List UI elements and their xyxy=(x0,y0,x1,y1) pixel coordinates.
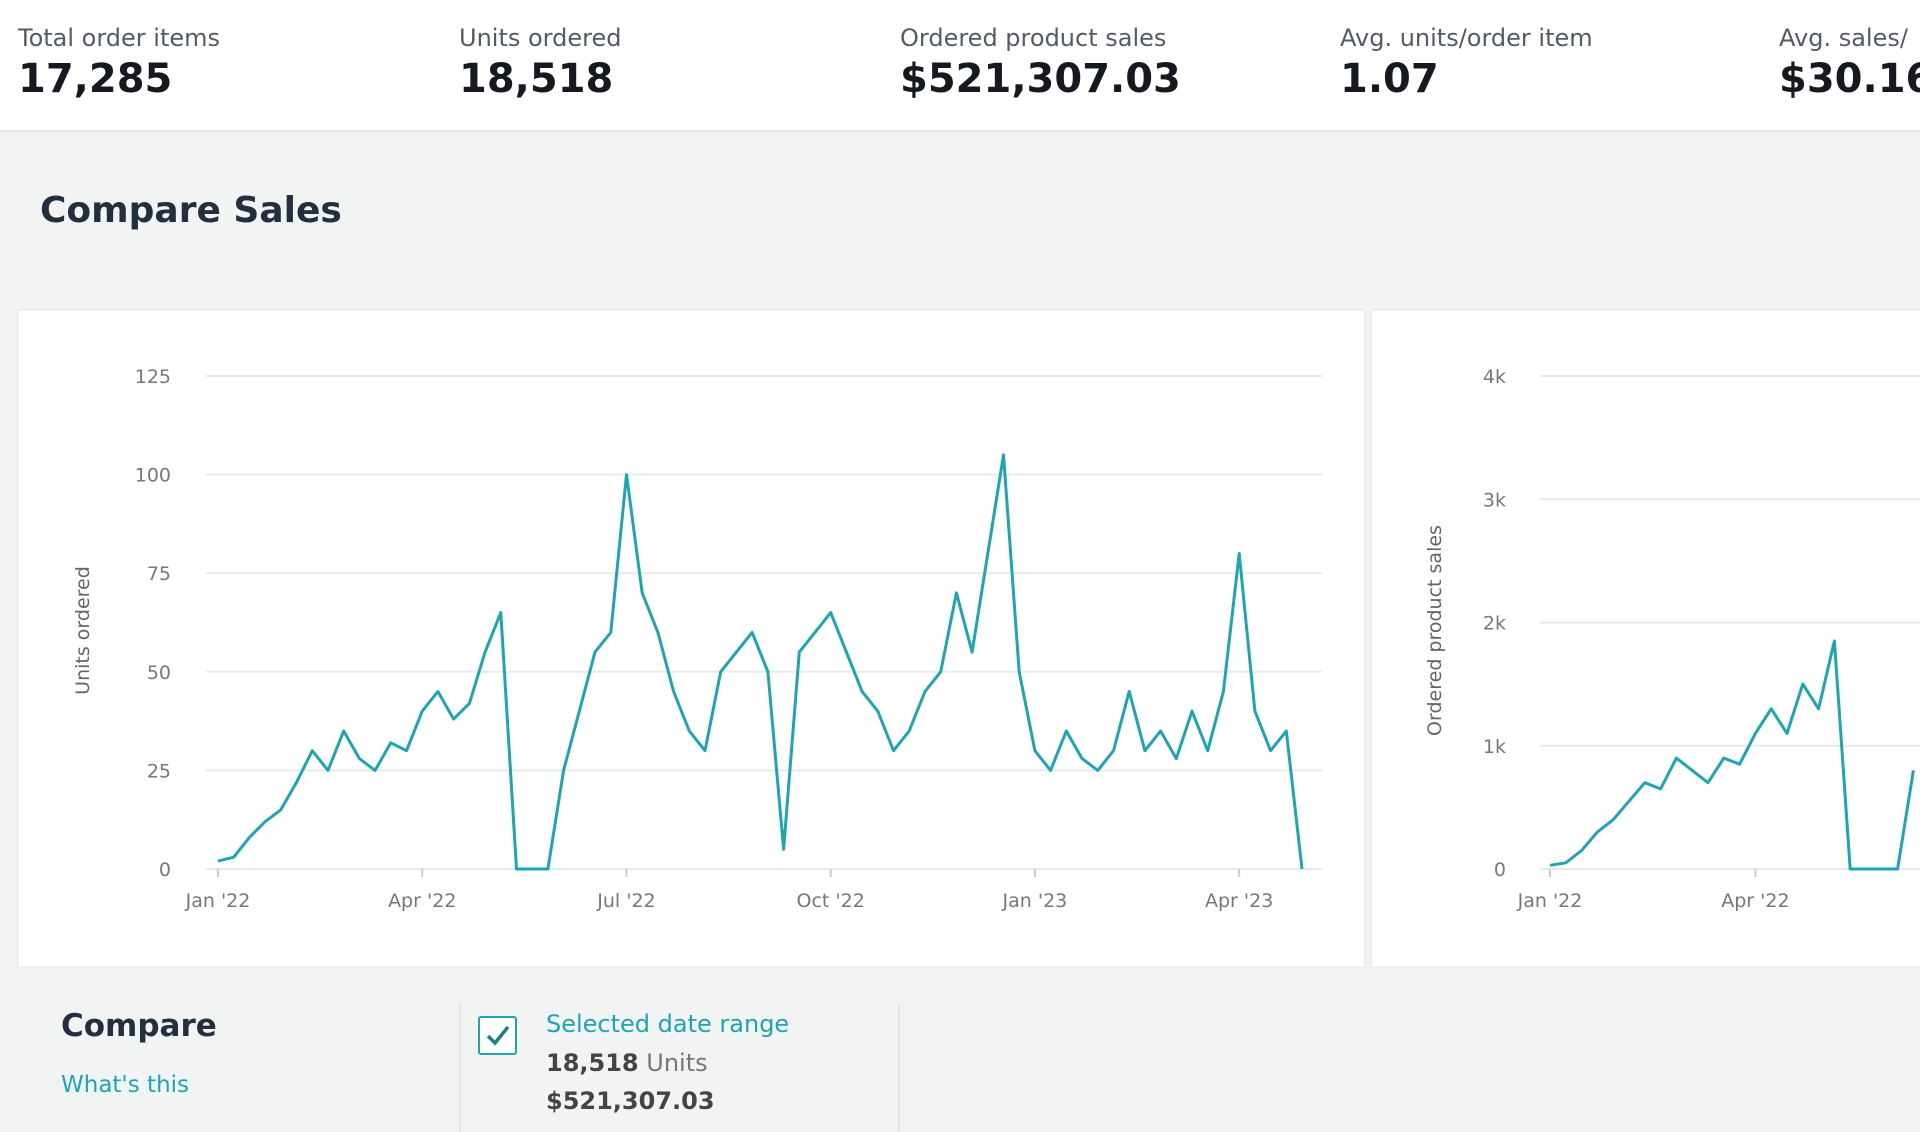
line-series xyxy=(217,453,1304,871)
units-line: 18,518 Units xyxy=(546,1049,708,1077)
metric-value: 17,285 xyxy=(18,56,173,102)
x-tick-label: Jan '22 xyxy=(1517,890,1583,912)
check-icon xyxy=(486,1025,510,1046)
help-link[interactable]: What's this xyxy=(61,1072,190,1098)
metric-value: $30.16 xyxy=(1779,56,1920,102)
divider xyxy=(459,1004,461,1132)
x-tick-label: Jan '22 xyxy=(185,890,251,912)
y-tick-label: 25 xyxy=(147,760,171,782)
units-label: Units xyxy=(646,1049,708,1077)
divider xyxy=(898,1004,900,1132)
checkbox[interactable] xyxy=(478,1016,517,1055)
chart-panel xyxy=(1370,309,1920,968)
option-label: Selected date range xyxy=(546,1010,790,1038)
x-tick-label: Apr '23 xyxy=(1205,890,1273,912)
metric-value: $521,307.03 xyxy=(900,56,1181,102)
x-tick-label: Apr '22 xyxy=(1721,890,1789,912)
metric-label: Units ordered xyxy=(459,24,622,52)
sales-value: $521,307.03 xyxy=(546,1087,715,1115)
y-axis-title: Ordered product sales xyxy=(1424,525,1446,736)
y-tick-label: 3k xyxy=(1483,489,1506,511)
chart-panel xyxy=(17,309,1366,968)
y-axis-title: Units ordered xyxy=(72,566,94,695)
charts: 0 25 50 75 100 125 Units ordered Jan '22 Apr '22… xyxy=(17,309,1920,968)
y-tick-label: 4k xyxy=(1483,366,1506,388)
y-tick-label: 125 xyxy=(135,366,171,388)
metric-label: Avg. sales/ xyxy=(1779,24,1908,52)
y-tick-label: 50 xyxy=(147,662,171,684)
metric-value: 1.07 xyxy=(1340,56,1439,102)
metric-label: Total order items xyxy=(18,24,221,52)
y-tick-label: 2k xyxy=(1483,613,1506,635)
x-tick-label: Oct '22 xyxy=(797,890,865,912)
metric-label: Avg. units/order item xyxy=(1340,24,1593,52)
metric-label: Ordered product sales xyxy=(900,24,1167,52)
x-tick-label: Apr '22 xyxy=(388,890,456,912)
x-tick-label: Jan '23 xyxy=(1002,890,1068,912)
y-tick-label: 75 xyxy=(147,563,171,585)
line-series xyxy=(1549,639,1915,871)
compare-title: Compare xyxy=(61,1008,217,1044)
x-tick-label: Jul '22 xyxy=(596,890,655,912)
metric-value: 18,518 xyxy=(459,56,614,102)
metrics-bar xyxy=(0,0,1920,132)
y-tick-label: 100 xyxy=(135,465,171,487)
y-tick-label: 0 xyxy=(1494,859,1506,881)
units-value: 18,518 xyxy=(546,1049,639,1077)
y-tick-label: 1k xyxy=(1483,736,1506,758)
y-tick-label: 0 xyxy=(159,859,171,881)
section-title: Compare Sales xyxy=(40,190,342,231)
